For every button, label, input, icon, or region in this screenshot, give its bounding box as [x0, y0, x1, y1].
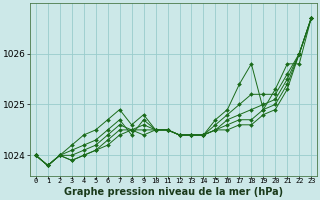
X-axis label: Graphe pression niveau de la mer (hPa): Graphe pression niveau de la mer (hPa)	[64, 187, 283, 197]
